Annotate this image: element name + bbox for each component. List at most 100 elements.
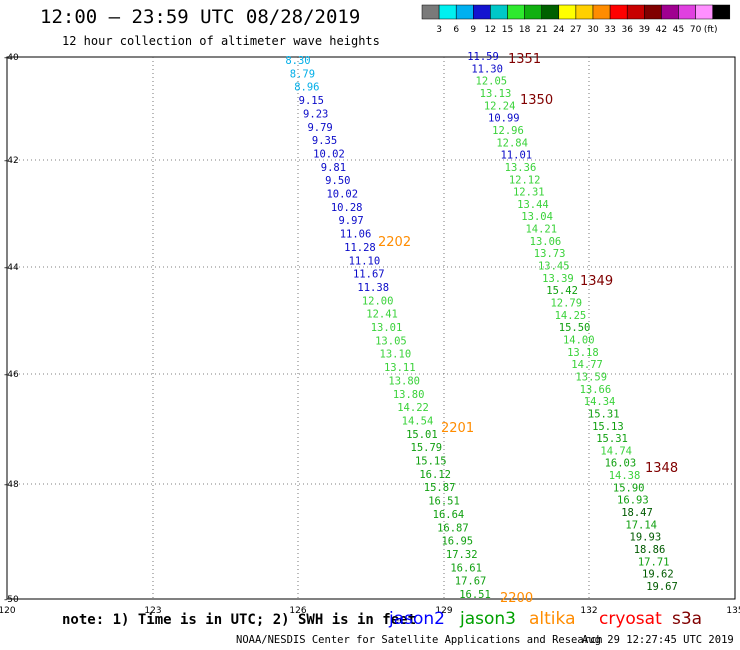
graticule	[7, 57, 735, 599]
longitude-label: 120	[0, 606, 16, 616]
axis-labels: 120 123 126 129 132 135 -40 -42 -44 -46 -48 -50	[0, 53, 740, 616]
footer-note: note: 1) Time is in UTC; 2) SWH is in fe…	[62, 612, 417, 628]
legend-s3a: s3a	[672, 609, 703, 629]
wave-height-value: 12.05	[476, 76, 508, 88]
colorbar-swatch	[438, 4, 457, 20]
pass-number-label: 2202	[378, 235, 411, 250]
wave-height-value: 9.35	[312, 135, 337, 147]
footer-credit: NOAA/NESDIS Center for Satellite Applica…	[236, 634, 603, 646]
colorbar-tick-label: 39	[639, 25, 651, 35]
wave-height-value: 11.38	[357, 282, 389, 294]
colorbar-swatch	[575, 4, 594, 20]
wave-height-value: 13.45	[538, 261, 570, 273]
pass-number-label: 1349	[580, 274, 613, 289]
wave-height-value: 11.59	[467, 51, 499, 63]
wave-height-value: 15.79	[411, 442, 443, 454]
colorbar-swatch	[473, 4, 491, 20]
wave-height-value: 12.00	[362, 295, 394, 307]
wave-height-value: 17.14	[625, 519, 657, 531]
wave-height-value: 13.44	[517, 199, 549, 211]
longitude-label: 126	[289, 606, 306, 616]
wave-height-value: 15.01	[406, 429, 438, 441]
colorbar-swatch	[524, 4, 542, 20]
wave-height-value: 11.01	[500, 150, 532, 162]
wave-height-value: 11.10	[349, 255, 381, 267]
pass-number-label: 1351	[508, 52, 541, 67]
wave-height-value: 14.25	[555, 310, 587, 322]
wave-height-value: 16.12	[419, 469, 451, 481]
footer-date: Aug 29 12:27:45 UTC 2019	[582, 634, 734, 646]
legend-jason2: jason2	[389, 609, 445, 629]
latitude-label: -46	[4, 370, 19, 380]
wave-height-value: 16.51	[459, 589, 491, 601]
wave-height-value: 13.73	[534, 248, 566, 260]
wave-height-value: 13.11	[384, 362, 416, 374]
wave-height-value: 12.79	[550, 298, 582, 310]
colorbar-tick-label: 24	[553, 25, 565, 35]
wave-height-value: 14.74	[600, 445, 632, 457]
legend-altika: altika	[529, 609, 576, 629]
wave-height-value: 9.79	[307, 122, 332, 134]
colorbar-tick-label: 6	[453, 25, 459, 35]
latitude-label: -40	[4, 53, 19, 63]
wave-height-value: 15.15	[415, 456, 447, 468]
latitude-label: -42	[4, 156, 19, 166]
wave-height-value: 13.01	[371, 322, 403, 334]
wave-height-value: 9.97	[338, 215, 363, 227]
wave-height-value: 15.50	[559, 322, 591, 334]
colorbar-tick-label: 3	[436, 25, 442, 35]
wave-height-value: 14.00	[563, 334, 595, 346]
colorbar-unit: (ft)	[704, 25, 718, 35]
wave-height-value: 15.42	[546, 285, 578, 297]
wave-height-value: 17.71	[638, 556, 670, 568]
wave-height-value: 19.93	[630, 532, 662, 544]
wave-height-value: 19.62	[642, 569, 674, 581]
wave-height-value: 10.28	[331, 202, 363, 214]
wave-height-value: 12.31	[513, 187, 545, 199]
wave-height-value: 12.24	[484, 100, 516, 112]
latitude-label: -50	[4, 595, 19, 605]
wave-height-value: 14.22	[397, 402, 429, 414]
wave-height-value: 15.31	[596, 433, 628, 445]
map-frame	[6, 56, 736, 600]
colorbar-tick-label: 12	[485, 25, 496, 35]
colorbar-tick-label: 70	[690, 25, 702, 35]
wave-height-value: 16.95	[441, 536, 473, 548]
wave-height-value: 11.28	[344, 242, 376, 254]
colorbar-swatch	[712, 4, 731, 20]
wave-height-value: 15.13	[592, 421, 624, 433]
pass-number-label: 2201	[441, 421, 474, 436]
wave-height-value: 11.67	[353, 269, 385, 281]
wave-height-value: 9.50	[325, 175, 350, 187]
colorbar-tick-label: 21	[536, 25, 547, 35]
colorbar-tick-label: 18	[519, 25, 531, 35]
wave-height-value: 13.80	[388, 375, 420, 387]
wave-height-value: 17.32	[446, 549, 478, 561]
colorbar-swatch	[644, 4, 662, 20]
wave-height-value: 11.30	[471, 63, 503, 75]
wave-height-value: 12.96	[492, 125, 524, 137]
wave-height-value: 18.47	[621, 507, 653, 519]
wave-height-value: 8.79	[290, 68, 315, 80]
pass-number-label: 1348	[645, 461, 678, 476]
wave-height-value: 13.05	[375, 335, 407, 347]
wave-height-value: 13.06	[530, 236, 562, 248]
wave-height-value: 14.77	[571, 359, 603, 371]
wave-height-value: 17.67	[455, 576, 487, 588]
colorbar-swatch	[626, 4, 645, 20]
latitude-label: -44	[4, 263, 19, 273]
wave-height-value: 16.87	[437, 522, 469, 534]
wave-height-value: 12.12	[509, 174, 541, 186]
wave-height-value: 13.10	[380, 349, 412, 361]
wave-height-value: 15.90	[613, 482, 645, 494]
wave-height-value: 9.23	[303, 108, 328, 120]
wave-height-value: 16.93	[617, 495, 649, 507]
longitude-label: 132	[580, 606, 597, 616]
plot-border	[6, 56, 736, 600]
wave-height-value: 18.86	[634, 544, 666, 556]
wave-height-value: 16.61	[450, 562, 482, 574]
pass-number-label: 2200	[500, 591, 533, 606]
wave-height-value: 19.67	[646, 581, 678, 593]
pass-labels: 2202 2201 2200 1351 1350 1349 1348	[378, 52, 678, 606]
legend-jason3: jason3	[460, 609, 516, 629]
